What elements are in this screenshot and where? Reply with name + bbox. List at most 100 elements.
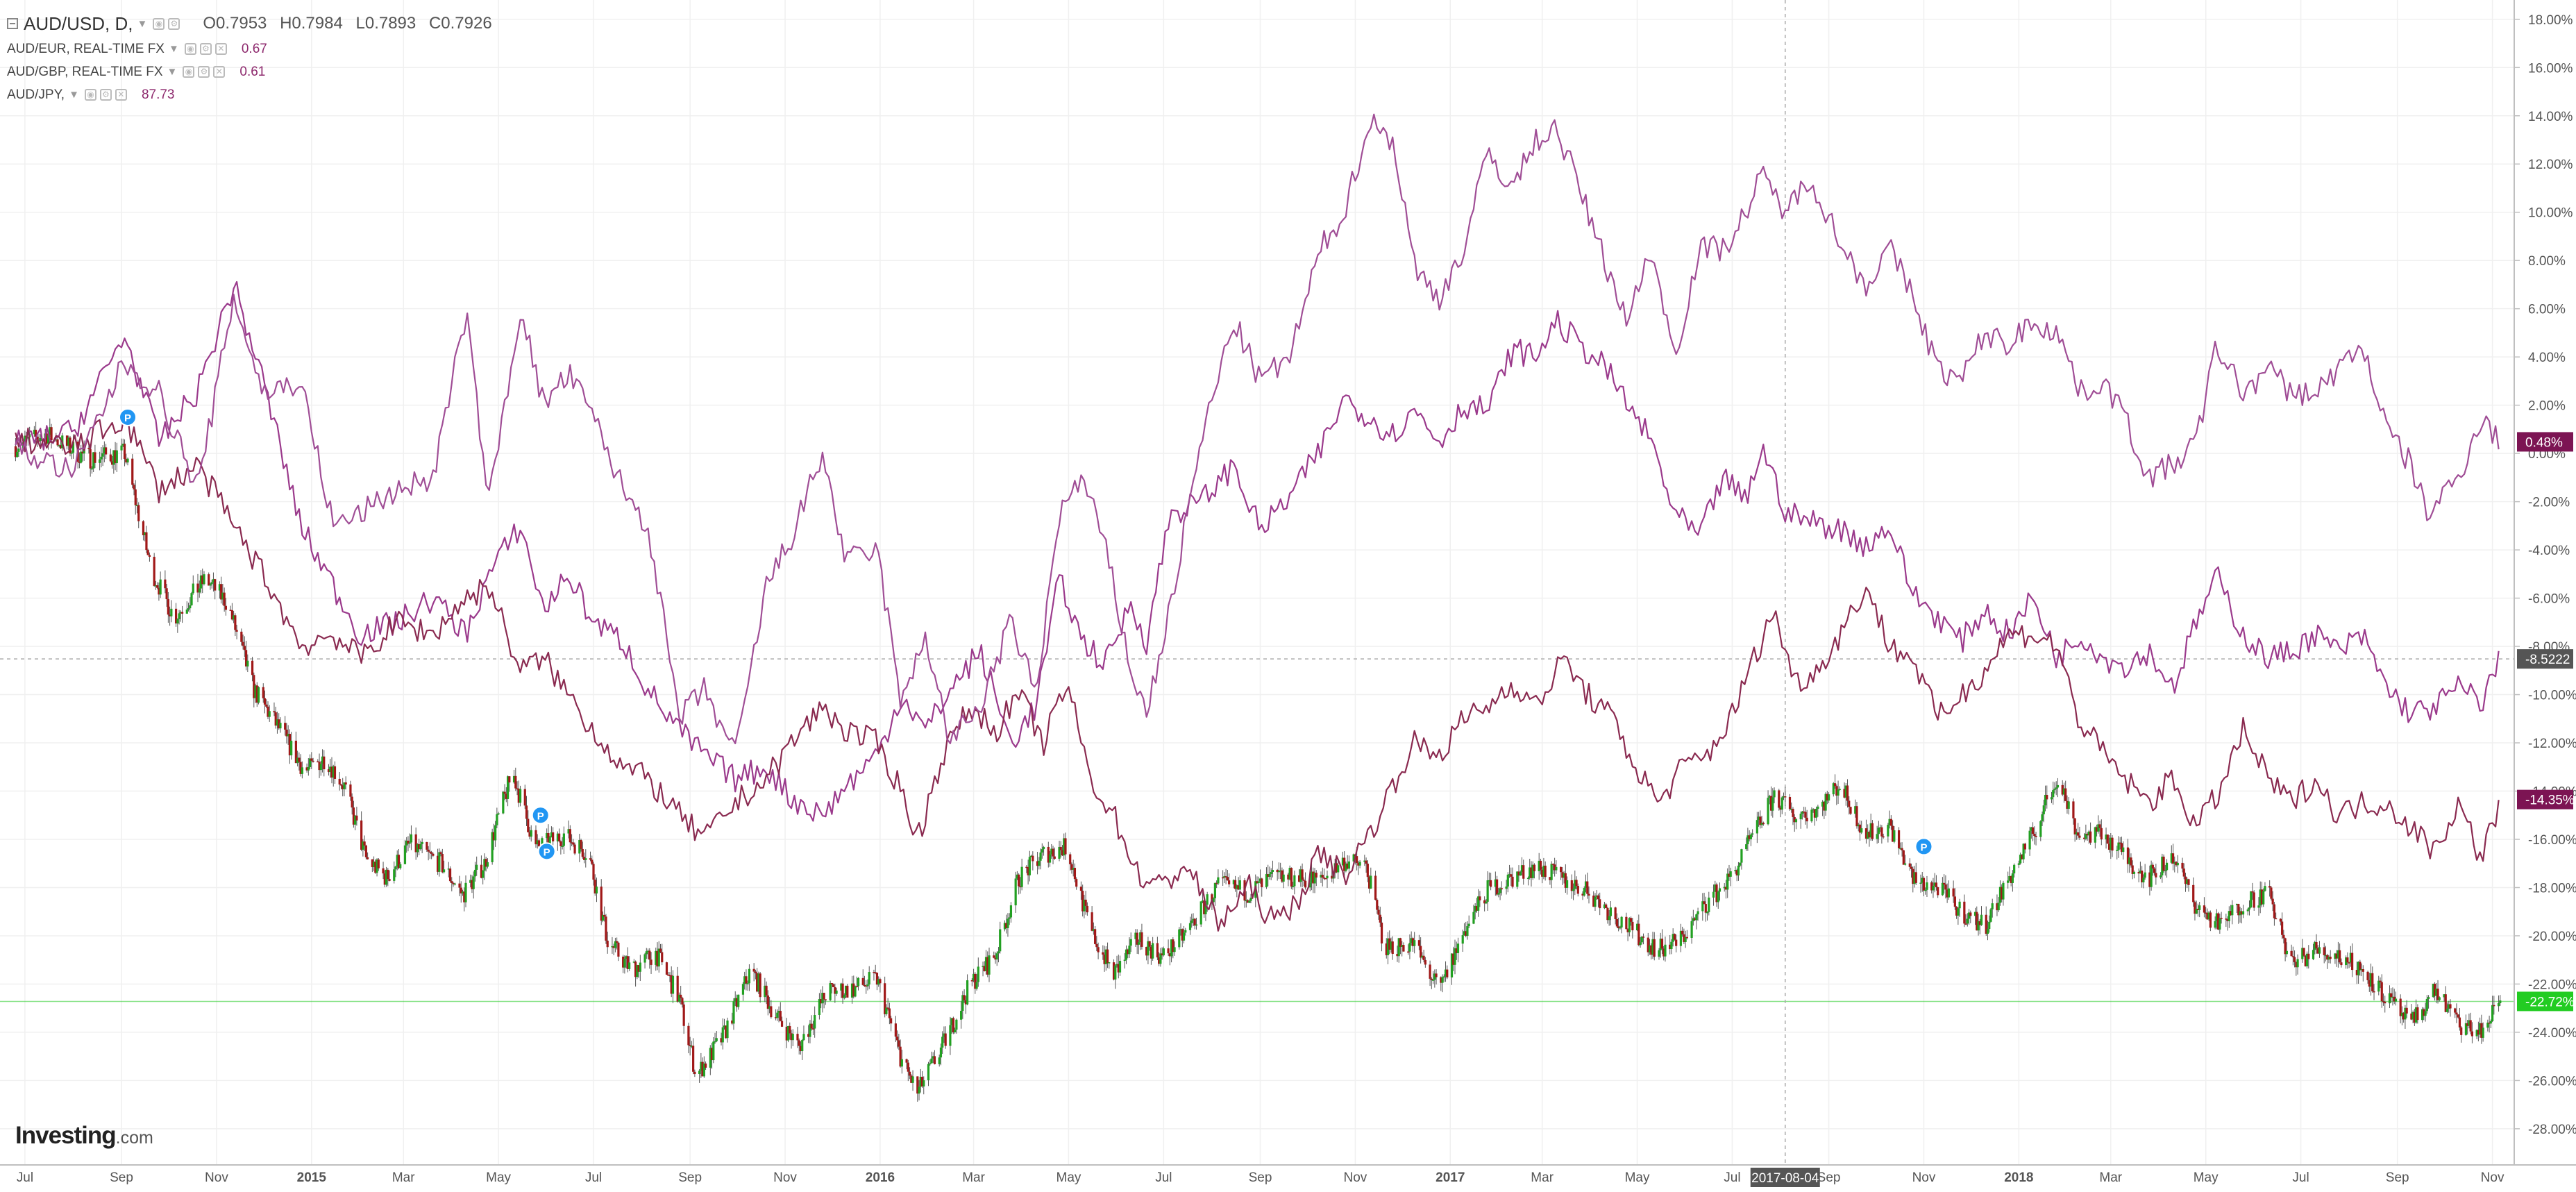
candle-body <box>426 841 428 850</box>
candle-body <box>2064 788 2067 801</box>
candle-body <box>2360 969 2363 971</box>
candle-body <box>582 857 586 860</box>
candle-body <box>2106 834 2109 844</box>
settings-icon[interactable]: ⚙ <box>99 89 112 101</box>
candle-body <box>523 789 526 806</box>
candle-body <box>1083 899 1086 912</box>
candle-body <box>972 973 975 981</box>
candle-body <box>1908 863 1911 867</box>
candle-body <box>69 437 71 454</box>
price-badge-text: -22.72% <box>2525 995 2575 1009</box>
y-tick-label: -4.00% <box>2528 544 2570 558</box>
candle-body <box>1542 865 1545 877</box>
candle-body <box>1888 819 1891 825</box>
candle-body <box>821 993 824 1004</box>
candle-body <box>830 983 833 984</box>
x-tick-label: 2015 <box>297 1170 327 1185</box>
chevron-down-icon[interactable]: ▼ <box>137 17 148 30</box>
candle-body <box>2097 824 2100 832</box>
candle-body <box>1326 875 1329 879</box>
close-icon[interactable]: ✕ <box>115 89 127 101</box>
candle-body <box>832 984 835 987</box>
candle-body <box>169 614 171 616</box>
collapse-icon[interactable] <box>7 18 18 29</box>
candle-body <box>1213 882 1217 898</box>
candle-body <box>789 1025 791 1034</box>
candle-body <box>2030 827 2032 831</box>
candle-body <box>944 1033 947 1046</box>
event-markers[interactable]: P P P P <box>119 408 1933 861</box>
candle-body <box>1897 830 1901 848</box>
settings-icon[interactable]: ⚙ <box>199 43 212 55</box>
event-marker[interactable]: P <box>537 842 556 861</box>
candle-body <box>2335 953 2338 959</box>
marker-circle[interactable] <box>531 806 550 825</box>
chevron-down-icon[interactable]: ▼ <box>168 43 179 55</box>
candle-body <box>482 870 485 878</box>
candle-body <box>626 956 629 969</box>
candle-body <box>570 842 573 843</box>
candle-body <box>2061 784 2064 795</box>
candle-body <box>1091 912 1093 931</box>
candle-body <box>58 445 60 446</box>
candle-body <box>1976 912 1978 931</box>
settings-icon[interactable]: ⚙ <box>198 66 210 78</box>
legend-compare-row[interactable]: AUD/EUR, REAL-TIME FX ▼ ◉ ⚙ ✕ 0.67 <box>7 37 492 60</box>
compare-symbol-label[interactable]: AUD/JPY, <box>7 87 65 102</box>
candle-body <box>898 1040 900 1047</box>
candle-body <box>811 1028 815 1030</box>
chevron-down-icon[interactable]: ▼ <box>167 66 178 78</box>
marker-circle[interactable] <box>119 408 137 427</box>
eye-icon[interactable]: ◉ <box>184 43 196 55</box>
candle-body <box>89 449 92 469</box>
candle-body <box>983 966 986 971</box>
candle-body <box>70 453 73 454</box>
candle-body <box>2466 1023 2469 1026</box>
y-tick-label: -18.00% <box>2528 881 2576 896</box>
candle-body <box>483 859 486 871</box>
candle-body <box>1879 827 1882 829</box>
candle-body <box>1499 888 1501 893</box>
candle-body <box>1063 838 1066 856</box>
candle-body <box>1466 926 1469 936</box>
close-icon[interactable]: ✕ <box>214 43 227 55</box>
eye-icon[interactable]: ◉ <box>84 89 96 101</box>
candle-body <box>2349 952 2352 963</box>
x-tick-label: Nov <box>205 1170 228 1185</box>
y-tick-label: 6.00% <box>2528 303 2566 317</box>
candle-body <box>1032 855 1034 862</box>
legend-main-row[interactable]: AUD/USD, D, ▼ ◉ ⚙ O0.7953 H0.7984 L0.789… <box>7 10 492 37</box>
candle-body <box>2067 801 2070 809</box>
compare-symbol-label[interactable]: AUD/GBP, REAL-TIME FX <box>7 64 163 79</box>
legend-compare-row[interactable]: AUD/GBP, REAL-TIME FX ▼ ◉ ⚙ ✕ 0.61 <box>7 60 492 83</box>
candle-body <box>1758 816 1760 821</box>
candle-body <box>1778 790 1781 808</box>
candle-body <box>87 448 90 450</box>
chevron-down-icon[interactable]: ▼ <box>69 89 79 101</box>
eye-icon[interactable]: ◉ <box>183 66 195 78</box>
candle-body <box>1181 929 1184 941</box>
settings-icon[interactable]: ⚙ <box>168 17 180 30</box>
event-marker[interactable]: P <box>531 806 550 825</box>
marker-circle[interactable] <box>1914 837 1933 856</box>
legend-compare-row[interactable]: AUD/JPY, ▼ ◉ ⚙ ✕ 87.73 <box>7 83 492 106</box>
main-symbol-label[interactable]: AUD/USD, D, <box>24 12 133 34</box>
marker-circle[interactable] <box>537 842 556 861</box>
candle-body <box>2162 856 2165 871</box>
event-marker[interactable]: P <box>119 408 137 427</box>
candle-body <box>1966 918 1969 924</box>
close-icon[interactable]: ✕ <box>213 66 226 78</box>
candle-body <box>1009 905 1013 918</box>
compare-symbol-label[interactable]: AUD/EUR, REAL-TIME FX <box>7 41 165 56</box>
candle-body <box>284 723 287 730</box>
event-marker[interactable]: P <box>1914 837 1933 856</box>
x-tick-label: Sep <box>2386 1170 2409 1185</box>
candle-body <box>1955 907 1958 916</box>
candle-body <box>120 445 123 451</box>
eye-icon[interactable]: ◉ <box>153 17 165 30</box>
candle-body <box>1461 935 1464 944</box>
candle-body <box>780 1021 784 1027</box>
candle-body <box>45 433 48 444</box>
